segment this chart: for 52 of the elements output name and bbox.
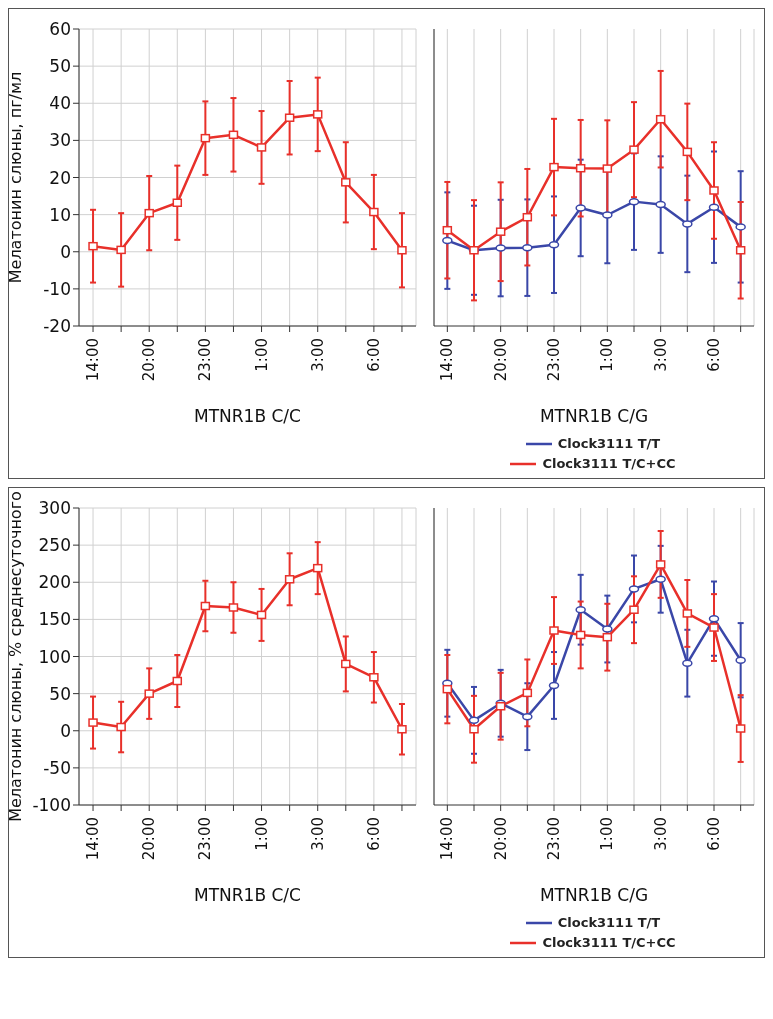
y-tick-label: 250 — [38, 535, 71, 556]
x-tick-label: 3:00 — [308, 338, 327, 372]
x-tick-label: 14:00 — [84, 817, 103, 861]
y-tick-label: 40 — [49, 93, 71, 114]
y-tick-label: 50 — [49, 56, 71, 77]
x-axis-title: MTNR1B C/G — [539, 885, 649, 905]
y-tick-label: 150 — [38, 609, 71, 630]
y-tick-label: 300 — [38, 498, 71, 519]
y-tick-label: -50 — [43, 757, 71, 778]
y-tick-label: -100 — [32, 795, 71, 816]
y-tick-label: -20 — [43, 316, 71, 337]
x-tick-label: 6:00 — [364, 338, 383, 372]
x-tick-label: 20:00 — [140, 338, 159, 382]
y-tick-label: 50 — [49, 683, 71, 704]
legend-label: Clock3111 T/C+CC — [542, 934, 676, 952]
y-axis-title: Мелатонин слюны, пг/мл — [5, 71, 25, 284]
x-tick-label: 3:00 — [651, 338, 670, 372]
x-tick-label: 23:00 — [196, 817, 215, 861]
y-tick-label: 0 — [60, 720, 71, 741]
x-tick-label: 14:00 — [84, 338, 103, 382]
x-tick-label: 20:00 — [140, 817, 159, 861]
x-axis-title: MTNR1B C/C — [194, 406, 301, 426]
y-tick-label: 20 — [49, 167, 71, 188]
x-tick-label: 20:00 — [491, 338, 510, 382]
x-tick-label: 23:00 — [545, 338, 563, 382]
x-tick-label: 23:00 — [196, 338, 215, 382]
x-tick-label: 1:00 — [252, 338, 271, 372]
x-tick-label: 1:00 — [252, 817, 271, 851]
y-tick-label: 200 — [38, 572, 71, 593]
legend-label: Clock3111 T/C+CC — [542, 455, 676, 473]
y-tick-label: 10 — [49, 204, 71, 225]
legend-label: Clock3111 T/T — [557, 435, 661, 453]
x-axis-title: MTNR1B C/C — [194, 885, 301, 905]
legend-label: Clock3111 T/T — [557, 914, 661, 932]
x-tick-label: 23:00 — [545, 817, 563, 861]
y-tick-label: 100 — [38, 646, 71, 667]
x-tick-label: 1:00 — [598, 817, 617, 851]
x-tick-label: 6:00 — [705, 338, 723, 372]
x-tick-label: 3:00 — [308, 817, 327, 851]
x-tick-label: 6:00 — [364, 817, 383, 851]
x-tick-label: 14:00 — [438, 338, 457, 382]
y-tick-label: -10 — [43, 278, 71, 299]
x-tick-label: 6:00 — [705, 817, 723, 851]
x-tick-label: 20:00 — [491, 817, 510, 861]
x-tick-label: 3:00 — [651, 817, 670, 851]
y-tick-label: 60 — [49, 19, 71, 40]
y-axis-title: Мелатонин слюны, % среднесуточного — [5, 491, 25, 822]
x-tick-label: 14:00 — [438, 817, 457, 861]
y-tick-label: 0 — [60, 241, 71, 262]
x-tick-label: 1:00 — [598, 338, 617, 372]
x-axis-title: MTNR1B C/G — [539, 406, 649, 426]
y-tick-label: 30 — [49, 130, 71, 151]
